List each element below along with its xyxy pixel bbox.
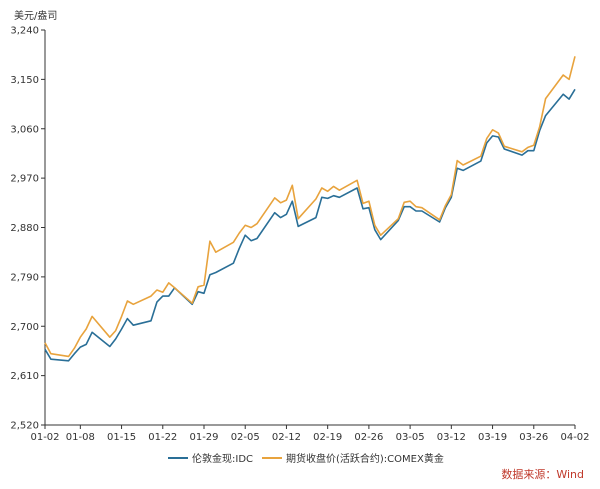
x-tick-label: 01-29 [189,432,218,443]
x-tick-label: 03-19 [478,432,507,443]
y-tick-label: 3,060 [10,124,39,135]
x-tick-label: 03-12 [437,432,466,443]
x-tick-label: 01-22 [148,432,177,443]
series-line-comex-gold [44,56,576,358]
legend-label-london-gold: 伦敦金现:IDC [192,452,253,465]
legend: 伦敦金现:IDC 期货收盘价(活跃合约):COMEX黄金 [168,452,444,465]
data-source-note: 数据来源：Wind [501,467,584,481]
x-axis: 01-02 01-08 01-15 01-22 01-29 02-05 02-12 02-19… [30,424,590,443]
x-tick-label: 03-26 [519,432,548,443]
y-tick-label: 2,610 [10,371,39,382]
x-tick-label: 02-12 [272,432,301,443]
y-unit-label: 美元/盎司 [14,9,57,22]
y-tick-label: 2,700 [10,322,39,333]
x-tick-label: 01-02 [30,432,59,443]
y-tick-label: 2,970 [10,174,39,185]
x-tick-label: 01-08 [66,432,95,443]
y-tick-label: 3,240 [10,26,39,37]
x-tick-label: 02-26 [354,432,383,443]
series-line-london-gold [44,88,576,362]
legend-label-comex-gold: 期货收盘价(活跃合约):COMEX黄金 [286,452,444,465]
x-tick-label: 03-05 [396,432,425,443]
y-tick-label: 2,880 [10,223,39,234]
y-tick-label: 2,520 [10,421,39,432]
series-group [44,56,576,362]
x-tick-label: 02-05 [231,432,260,443]
y-axis: 2,520 2,610 2,700 2,790 2,880 2,970 3,060 3,150… [10,26,46,432]
x-tick-label: 04-02 [560,432,589,443]
x-tick-label: 01-15 [107,432,136,443]
y-tick-label: 2,790 [10,272,39,283]
y-tick-label: 3,150 [10,75,39,86]
x-tick-label: 02-19 [313,432,342,443]
